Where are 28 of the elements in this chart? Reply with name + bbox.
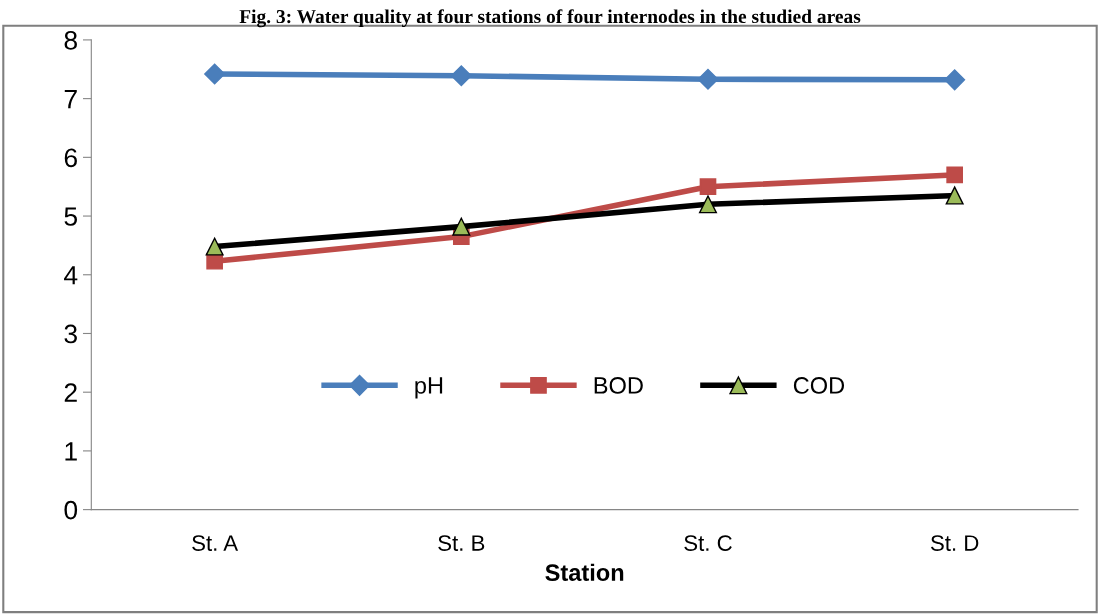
- x-tick-label: St. C: [684, 535, 732, 551]
- point: [450, 65, 472, 87]
- legend-label: COD: [793, 377, 845, 394]
- point: [946, 166, 963, 184]
- point: [699, 178, 717, 196]
- y-tick-label: 8: [64, 31, 77, 50]
- y-tick-label: 0: [64, 500, 78, 520]
- y-tick-label: 3: [64, 324, 77, 344]
- x-tick-label: St. A: [192, 535, 239, 551]
- legend-label: BOD: [594, 377, 643, 394]
- y-tick-label: 7: [64, 90, 77, 109]
- x-axis-title: Station: [545, 563, 624, 582]
- y-tick-label: 6: [64, 148, 77, 168]
- x-tick-label: St. D: [930, 535, 979, 551]
- y-tick-label: 2: [64, 383, 77, 402]
- point: [944, 69, 966, 91]
- y-tick-label: 4: [64, 266, 78, 285]
- point: [697, 68, 719, 90]
- chart-title: Fig. 3: Water quality at four stations of four internodes in the studied areas: [239, 9, 861, 28]
- point: [204, 63, 226, 85]
- y-tick-label: 1: [65, 442, 77, 461]
- y-tick-label: 5: [64, 207, 77, 226]
- point: [452, 217, 471, 236]
- legend-label: pH: [415, 377, 443, 399]
- point: [698, 195, 718, 214]
- point: [205, 237, 224, 256]
- x-tick-label: St. B: [438, 535, 485, 551]
- point: [945, 186, 964, 205]
